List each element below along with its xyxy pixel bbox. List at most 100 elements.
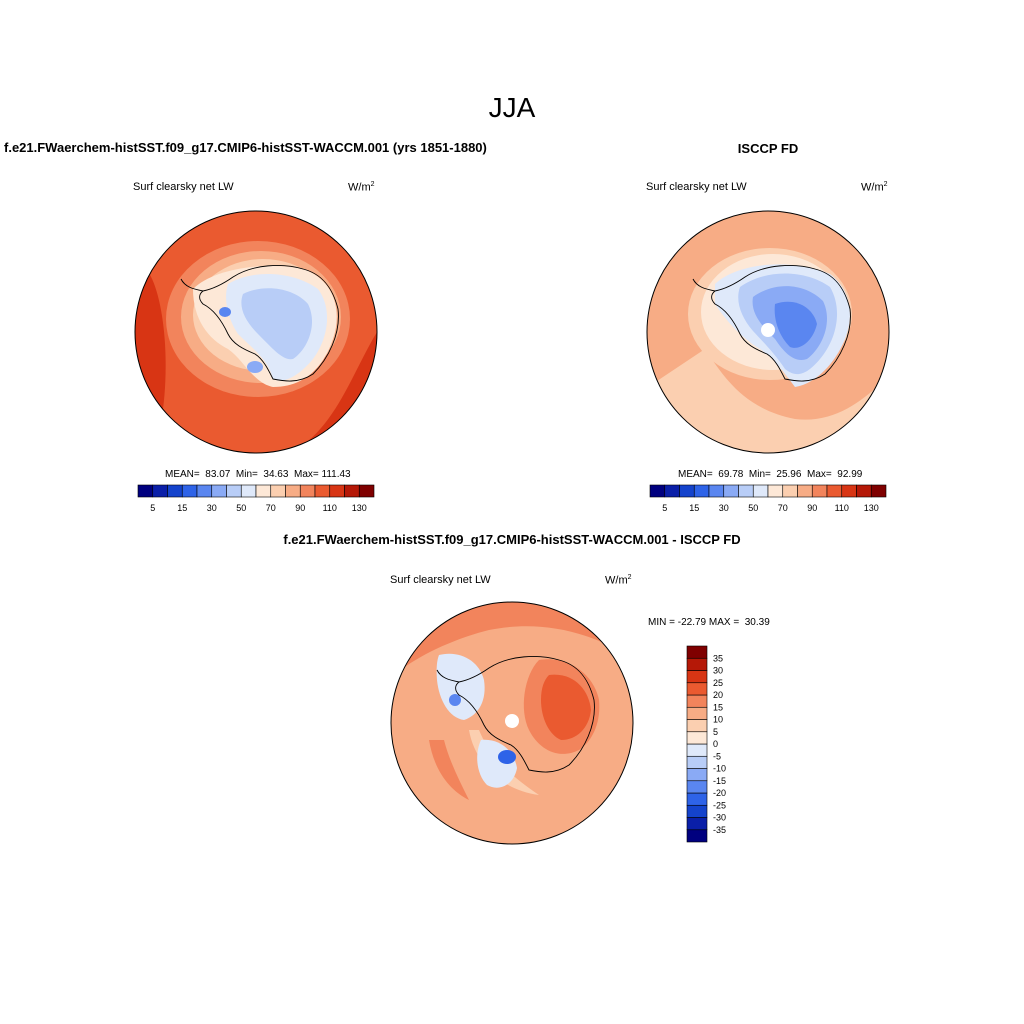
panel1-colorbar-box <box>329 484 345 498</box>
panel1-map-border <box>134 210 378 454</box>
panel3-ross-min <box>498 750 516 764</box>
panel1-local-min-west <box>219 307 231 317</box>
panel3-colorbar-box <box>686 657 708 671</box>
panel2-colorbar-box <box>797 484 813 498</box>
panel1-variable-label: Surf clearsky net LW <box>133 181 234 193</box>
panel3-colorbar-tick-label: 10 <box>713 715 723 725</box>
panel2-colorbar-box <box>708 484 725 498</box>
panel2-colorbar-box <box>752 484 769 498</box>
panel1-colorbar-tick-label: 5 <box>150 503 155 513</box>
panel3-polar-map <box>390 601 634 845</box>
panel3-peninsula-min <box>449 694 461 706</box>
panel2-colorbar: 5 15 30 50 70 90 110 130 <box>649 484 887 513</box>
panel3-units: W/m2 <box>605 574 632 587</box>
panel3-colorbar: 35 30 25 20 15 10 5 0 -5 -10 -15 -20 -25 -30 -35 <box>686 645 726 843</box>
panel2-colorbar-box <box>841 484 857 498</box>
panel1-colorbar-box <box>270 484 286 498</box>
panel1-plateau-40 <box>241 288 313 360</box>
panel3-colorbar-box <box>686 817 708 831</box>
panel2-colorbar-box <box>856 484 872 498</box>
panel1-colorbar-box <box>255 484 272 498</box>
panel1-colorbar-box <box>196 484 213 498</box>
panel2-peninsula-coastline <box>692 278 716 292</box>
panel1-colorbar-tick-label: 70 <box>266 503 276 513</box>
panel1-local-min-ross <box>247 361 263 373</box>
panel3-colorbar-tick-label: -10 <box>713 764 726 774</box>
panel2-colorbar-tick-label: 15 <box>689 503 699 513</box>
panel3-colorbar-tick-label: -5 <box>713 751 721 761</box>
panel3-colorbar-box <box>686 670 708 684</box>
panel3-colorbar-box <box>686 780 708 794</box>
panel2-colorbar-box <box>870 484 887 498</box>
panel3-colorbar-box <box>686 804 708 818</box>
panel1-colorbar-tick-label: 130 <box>352 503 367 513</box>
figure-season-title: JJA <box>488 92 536 123</box>
panel1-colorbar-box <box>181 484 198 498</box>
panel2-colorbar-tick-label: 110 <box>835 503 849 513</box>
panel3-colorbar-tick-label: 15 <box>713 702 723 712</box>
panel3-colorbar-box <box>686 645 708 659</box>
panel1-polar-map <box>134 210 378 454</box>
panel3-colorbar-box <box>686 719 708 733</box>
panel2-colorbar-box <box>738 484 754 498</box>
panel1-colorbar-tick-label: 30 <box>207 503 217 513</box>
panel3-colorbar-box <box>686 706 708 720</box>
panel3-colorbar-tick-label: -35 <box>713 825 726 835</box>
panel2-map-border <box>646 210 890 454</box>
panel3-minmax: MIN = -22.79 MAX = 30.39 <box>648 617 770 628</box>
panel2-colorbar-tick-label: 70 <box>778 503 788 513</box>
panel1-colorbar-box <box>314 484 331 498</box>
panel3-colorbar-tick-label: 35 <box>713 653 723 663</box>
panel2-colorbar-box <box>723 484 739 498</box>
panel2-colorbar-box <box>811 484 828 498</box>
panel3-east-antarctica-20 <box>541 674 591 740</box>
panel1-colorbar-box <box>344 484 360 498</box>
panel2-south-ocean-70 <box>647 349 889 453</box>
panel3-colorbar-tick-label: 30 <box>713 666 723 676</box>
panel2-colorbar-box <box>693 484 710 498</box>
panel1-antarctica-coastline <box>199 265 339 382</box>
panel3-colorbar-box <box>686 731 708 745</box>
panel2-title: ISCCP FD <box>737 141 799 156</box>
panel1-colorbar-box <box>152 484 168 498</box>
panel2-colorbar-box <box>826 484 843 498</box>
panel3-pole-missing-data <box>505 714 519 728</box>
panel3-colorbar-tick-label: 20 <box>713 690 723 700</box>
panel3-west-band-15 <box>429 740 469 800</box>
panel2-colorbar-box <box>782 484 798 498</box>
panel2-colorbar-tick-label: 5 <box>662 503 667 513</box>
panel2-pole-missing-data <box>761 323 775 337</box>
panel2-colorbar-box <box>649 484 666 498</box>
panel3-colorbar-box <box>686 792 708 806</box>
panel1-stats: MEAN= 83.07 Min= 34.63 Max= 111.43 <box>165 469 351 480</box>
panel2-polar-map <box>646 210 890 454</box>
panel2-colorbar-box <box>679 484 695 498</box>
panel1-units: W/m2 <box>348 181 375 194</box>
panel3-variable-label: Surf clearsky net LW <box>390 574 491 586</box>
panel2-colorbar-tick-label: 90 <box>807 503 817 513</box>
panel1-colorbar-box <box>211 484 227 498</box>
panel1-title: f.e21.FWaerchem-histSST.f09_g17.CMIP6-hi… <box>4 140 487 155</box>
panel2-colorbar-box <box>664 484 680 498</box>
panel3-peninsula-coastline <box>436 669 460 683</box>
panel3-colorbar-tick-label: 0 <box>713 739 718 749</box>
panel3-colorbar-tick-label: -20 <box>713 788 726 798</box>
panel1-colorbar-tick-label: 15 <box>177 503 187 513</box>
panel3-title: f.e21.FWaerchem-histSST.f09_g17.CMIP6-hi… <box>283 532 741 547</box>
panel1-colorbar-tick-label: 110 <box>323 503 337 513</box>
panel3-north-band-15 <box>391 602 633 680</box>
panel2-colorbar-tick-label: 130 <box>864 503 879 513</box>
panel2-variable-label: Surf clearsky net LW <box>646 181 747 193</box>
panel2-antarctica-coastline <box>711 265 851 382</box>
panel1-colorbar-box <box>240 484 257 498</box>
panel1-colorbar-box <box>299 484 316 498</box>
panel3-colorbar-tick-label: -15 <box>713 776 726 786</box>
panel3-colorbar-tick-label: 25 <box>713 678 723 688</box>
panel1-colorbar-box <box>285 484 301 498</box>
panel3-colorbar-tick-label: -25 <box>713 800 726 810</box>
panel3-colorbar-box <box>686 829 708 843</box>
panel2-plateau-min <box>774 301 817 348</box>
panel3-colorbar-box <box>686 755 708 769</box>
panel2-colorbar-tick-label: 30 <box>719 503 729 513</box>
panel3-antarctica-coastline <box>455 656 595 773</box>
